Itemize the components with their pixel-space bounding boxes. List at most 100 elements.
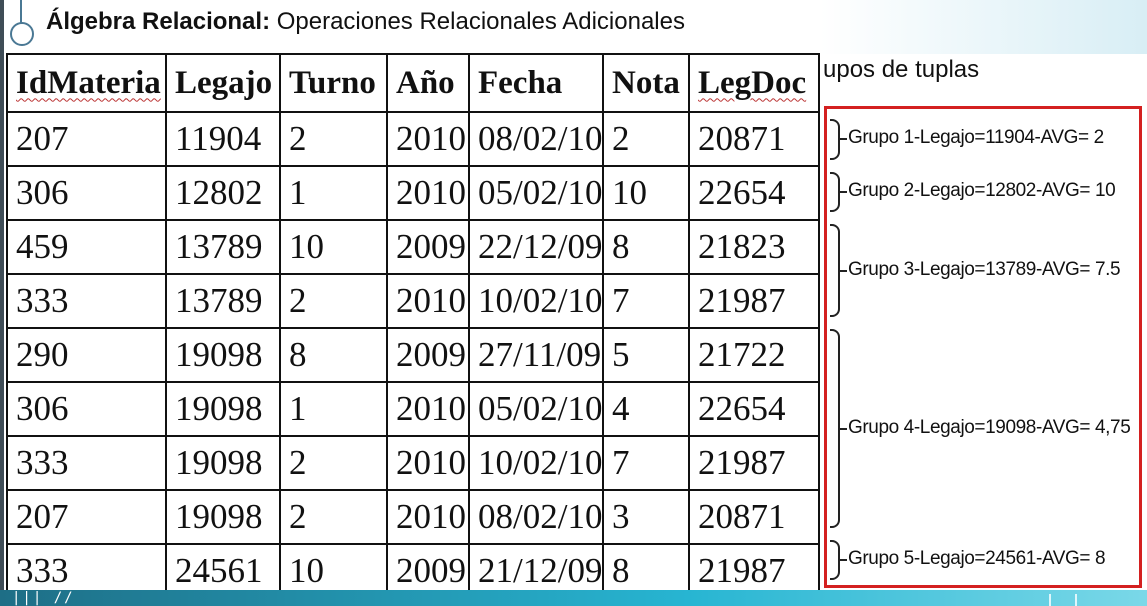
table-cell: 10 bbox=[602, 165, 690, 221]
table-cell: 333 bbox=[6, 435, 167, 491]
table-cell: 2 bbox=[602, 111, 690, 167]
table-cell: 10/02/10 bbox=[468, 273, 604, 329]
table-cell: 4 bbox=[602, 381, 690, 437]
table-cell: 2010 bbox=[386, 165, 470, 221]
group-label: Grupo 3-Legajo=13789-AVG= 7.5 bbox=[848, 258, 1121, 280]
footer-decoration: ||| // bbox=[12, 590, 75, 606]
table-cell: 21823 bbox=[688, 219, 820, 275]
table-cell: 05/02/10 bbox=[468, 165, 604, 221]
table-row: 207 19098 2 2010 08/02/10 3 20871 bbox=[6, 489, 820, 545]
table-cell: 19098 bbox=[165, 489, 281, 545]
slide-footer-band bbox=[0, 590, 1147, 606]
table-cell: 22654 bbox=[688, 165, 820, 221]
table-cell: 1 bbox=[279, 381, 388, 437]
table-cell: 19098 bbox=[165, 435, 281, 491]
slide-title-rest: Operaciones Relacionales Adicionales bbox=[270, 8, 685, 35]
brace-tip-icon bbox=[839, 138, 847, 141]
table-cell: 08/02/10 bbox=[468, 489, 604, 545]
table-cell: 7 bbox=[602, 273, 690, 329]
table-cell: 290 bbox=[6, 327, 167, 383]
table-cell: 2 bbox=[279, 111, 388, 167]
group-label: Grupo 2-Legajo=12802-AVG= 10 bbox=[848, 179, 1116, 201]
table-cell: 2010 bbox=[386, 381, 470, 437]
data-table: IdMateria Legajo Turno Año Fecha Nota Le… bbox=[6, 53, 820, 599]
table-cell: 7 bbox=[602, 435, 690, 491]
table-cell: 13789 bbox=[165, 219, 281, 275]
table-cell: 2 bbox=[279, 489, 388, 545]
table-row: 290 19098 8 2009 27/11/09 5 21722 bbox=[6, 327, 820, 383]
table-cell: 08/02/10 bbox=[468, 111, 604, 167]
header-nota: Nota bbox=[602, 53, 690, 113]
footer-decoration-right bbox=[1049, 594, 1077, 606]
table-cell: 22/12/09 bbox=[468, 219, 604, 275]
group-label: Grupo 5-Legajo=24561-AVG= 8 bbox=[848, 548, 1106, 570]
table-row: 333 13789 2 2010 10/02/10 7 21987 bbox=[6, 273, 820, 329]
table-cell: 21987 bbox=[688, 543, 820, 599]
table-cell: 19098 bbox=[165, 327, 281, 383]
table-cell: 459 bbox=[6, 219, 167, 275]
table-cell: 207 bbox=[6, 111, 167, 167]
table-cell: 2010 bbox=[386, 273, 470, 329]
table-cell: 21722 bbox=[688, 327, 820, 383]
table-cell: 2009 bbox=[386, 219, 470, 275]
group-annotation: Grupo 5-Legajo=24561-AVG= 8 bbox=[827, 534, 1145, 587]
table-cell: 12802 bbox=[165, 165, 281, 221]
header-fecha: Fecha bbox=[468, 53, 604, 113]
table-cell: 8 bbox=[279, 327, 388, 383]
group-annotation: Grupo 3-Legajo=13789-AVG= 7.5 bbox=[827, 218, 1145, 323]
table-cell: 10 bbox=[279, 219, 388, 275]
table-cell: 22654 bbox=[688, 381, 820, 437]
header-idmateria: IdMateria bbox=[6, 53, 167, 113]
table-cell: 306 bbox=[6, 165, 167, 221]
table-cell: 2 bbox=[279, 435, 388, 491]
group-annotation: Grupo 2-Legajo=12802-AVG= 10 bbox=[827, 166, 1145, 219]
table-cell: 5 bbox=[602, 327, 690, 383]
table-cell: 20871 bbox=[688, 489, 820, 545]
table-cell: 10 bbox=[279, 543, 388, 599]
slide-subtitle: upos de tuplas bbox=[823, 56, 980, 83]
table-cell: 27/11/09 bbox=[468, 327, 604, 383]
table-cell: 2010 bbox=[386, 489, 470, 545]
header-turno: Turno bbox=[279, 53, 388, 113]
header-anio: Año bbox=[386, 53, 470, 113]
title-bullet-circle-icon bbox=[10, 22, 34, 46]
data-table-container: IdMateria Legajo Turno Año Fecha Nota Le… bbox=[6, 53, 820, 599]
slide-title-bold: Álgebra Relacional: bbox=[46, 8, 271, 35]
table-cell: 21987 bbox=[688, 273, 820, 329]
group-annotation: Grupo 1-Legajo=11904-AVG= 2 bbox=[827, 113, 1145, 166]
table-cell: 306 bbox=[6, 381, 167, 437]
table-cell: 24561 bbox=[165, 543, 281, 599]
table-row: 333 19098 2 2010 10/02/10 7 21987 bbox=[6, 435, 820, 491]
table-row: 459 13789 10 2009 22/12/09 8 21823 bbox=[6, 219, 820, 275]
table-cell: 21987 bbox=[688, 435, 820, 491]
groups-panel: Grupo 1-Legajo=11904-AVG= 2 Grupo 2-Legaj… bbox=[824, 106, 1142, 588]
table-cell: 333 bbox=[6, 543, 167, 599]
title-connector-line bbox=[20, 0, 22, 24]
table-cell: 2010 bbox=[386, 111, 470, 167]
table-cell: 8 bbox=[602, 219, 690, 275]
table-row: 207 11904 2 2010 08/02/10 2 20871 bbox=[6, 111, 820, 167]
table-cell: 3 bbox=[602, 489, 690, 545]
header-legdoc: LegDoc bbox=[688, 53, 820, 113]
table-cell: 10/02/10 bbox=[468, 435, 604, 491]
table-cell: 13789 bbox=[165, 273, 281, 329]
table-cell: 05/02/10 bbox=[468, 381, 604, 437]
table-body: 207 11904 2 2010 08/02/10 2 20871 306 12802 1 2010… bbox=[6, 111, 820, 599]
group-annotation: Grupo 4-Legajo=19098-AVG= 4,75 bbox=[827, 323, 1145, 533]
table-row: 306 19098 1 2010 05/02/10 4 22654 bbox=[6, 381, 820, 437]
brace-tip-icon bbox=[839, 269, 847, 272]
header-legajo: Legajo bbox=[165, 53, 281, 113]
table-cell: 20871 bbox=[688, 111, 820, 167]
table-cell: 2009 bbox=[386, 327, 470, 383]
group-label: Grupo 1-Legajo=11904-AVG= 2 bbox=[848, 127, 1104, 149]
table-cell: 333 bbox=[6, 273, 167, 329]
table-cell: 19098 bbox=[165, 381, 281, 437]
table-cell: 8 bbox=[602, 543, 690, 599]
table-cell: 207 bbox=[6, 489, 167, 545]
brace-tip-icon bbox=[839, 427, 847, 430]
slide-title: Álgebra Relacional: Operaciones Relacion… bbox=[46, 8, 685, 36]
table-cell: 11904 bbox=[165, 111, 281, 167]
table-cell: 2 bbox=[279, 273, 388, 329]
group-label: Grupo 4-Legajo=19098-AVG= 4,75 bbox=[848, 416, 1131, 438]
slide-left-bar bbox=[0, 0, 4, 606]
